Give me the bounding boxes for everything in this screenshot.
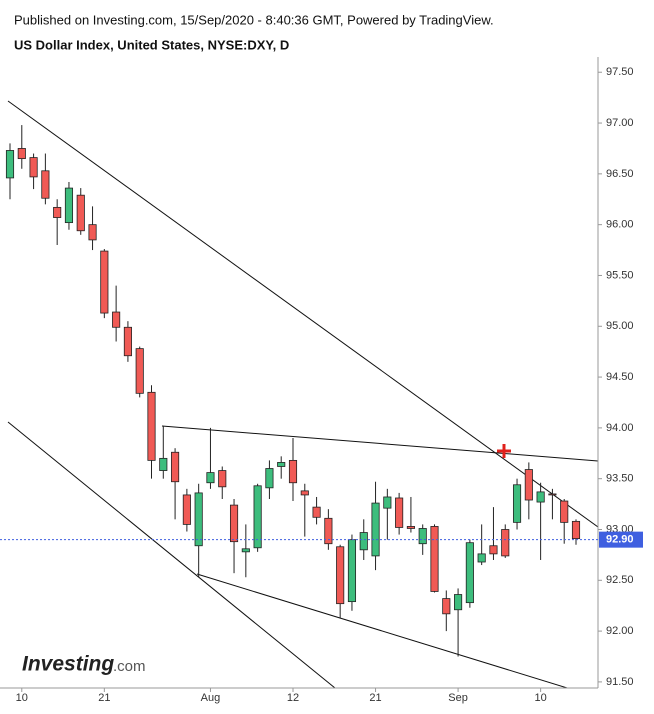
candle-body — [5, 150, 15, 179]
y-tick-label: 92.50 — [606, 574, 634, 586]
x-tick-label: Aug — [201, 692, 221, 704]
chart-title: US Dollar Index, United States, NYSE:DXY… — [14, 37, 289, 52]
x-tick-label: 10 — [16, 692, 28, 704]
candle-body — [536, 491, 545, 503]
candle-body — [194, 492, 203, 547]
candle-body — [41, 170, 50, 199]
candle-body — [76, 194, 85, 232]
x-tick-label: Sep — [448, 692, 468, 704]
candle-body — [171, 451, 180, 483]
candle-body — [465, 542, 474, 604]
x-tick-label: 10 — [535, 692, 547, 704]
candle-body — [560, 500, 569, 523]
candle-body — [112, 311, 121, 328]
y-tick-label: 97.50 — [606, 66, 634, 78]
candle-body — [489, 545, 498, 555]
y-tick-label: 95.00 — [606, 320, 634, 332]
subtitle: Published on Investing.com, 15/Sep/2020 … — [14, 12, 494, 27]
x-tick-label: 12 — [287, 692, 299, 704]
candle-body — [454, 594, 463, 611]
candle-body — [159, 457, 168, 471]
candle-body — [336, 546, 345, 605]
y-tick-label: 94.00 — [606, 422, 634, 434]
candle-body — [501, 529, 510, 557]
candle-body — [324, 517, 333, 545]
trendlines — [7, 100, 598, 688]
trendline — [7, 421, 336, 688]
candle-body — [406, 526, 415, 529]
candle-body — [135, 348, 144, 394]
candle-body — [53, 206, 62, 218]
trendline — [196, 573, 569, 688]
candle-body — [100, 250, 109, 314]
candle-body — [17, 148, 26, 160]
candle-body — [524, 469, 533, 501]
candle-body — [359, 532, 368, 551]
candle-body — [548, 493, 557, 496]
candle-body — [241, 548, 250, 553]
candle-body — [277, 462, 286, 467]
candle-body — [229, 504, 239, 543]
candle-body — [347, 539, 357, 603]
candle-body — [418, 528, 427, 545]
candle-body — [123, 326, 132, 357]
last-price-box — [599, 531, 643, 548]
candle-body — [300, 490, 309, 496]
candle-body — [512, 484, 522, 523]
x-tick-label: 21 — [98, 692, 110, 704]
logo: Investing .com — [22, 653, 146, 676]
candle-body — [477, 553, 486, 563]
candle-body — [265, 468, 274, 489]
trendline — [161, 425, 598, 462]
last-price-label: 92.90 — [606, 534, 634, 546]
cross-marker — [497, 444, 511, 458]
candle-body — [182, 494, 191, 525]
trendline — [7, 100, 598, 528]
candle-body — [88, 224, 97, 241]
candle-body — [218, 470, 227, 488]
logo-text: Investing — [22, 653, 114, 676]
y-tick-label: 94.50 — [606, 371, 634, 383]
candle-body — [312, 506, 321, 518]
candle-body — [430, 526, 439, 592]
y-tick-label: 97.00 — [606, 117, 634, 129]
logo-text: .com — [113, 658, 146, 675]
y-tick-label: 93.50 — [606, 473, 634, 485]
x-tick-label: 21 — [369, 692, 381, 704]
candle-body — [571, 520, 581, 540]
candle-body — [395, 497, 404, 528]
candle-body — [383, 496, 392, 509]
candle-body — [147, 391, 156, 461]
y-tick-label: 92.00 — [606, 625, 634, 637]
candle-body — [64, 187, 74, 224]
candle-body — [253, 485, 262, 549]
candle-body — [442, 598, 451, 615]
candle-body — [206, 472, 215, 484]
y-tick-label: 95.50 — [606, 269, 634, 281]
candle-body — [371, 502, 380, 557]
y-tick-label: 96.00 — [606, 219, 634, 231]
candle-body — [29, 157, 38, 178]
y-tick-label: 96.50 — [606, 168, 634, 180]
y-tick-label: 91.50 — [606, 676, 634, 688]
candle-body — [288, 459, 298, 484]
